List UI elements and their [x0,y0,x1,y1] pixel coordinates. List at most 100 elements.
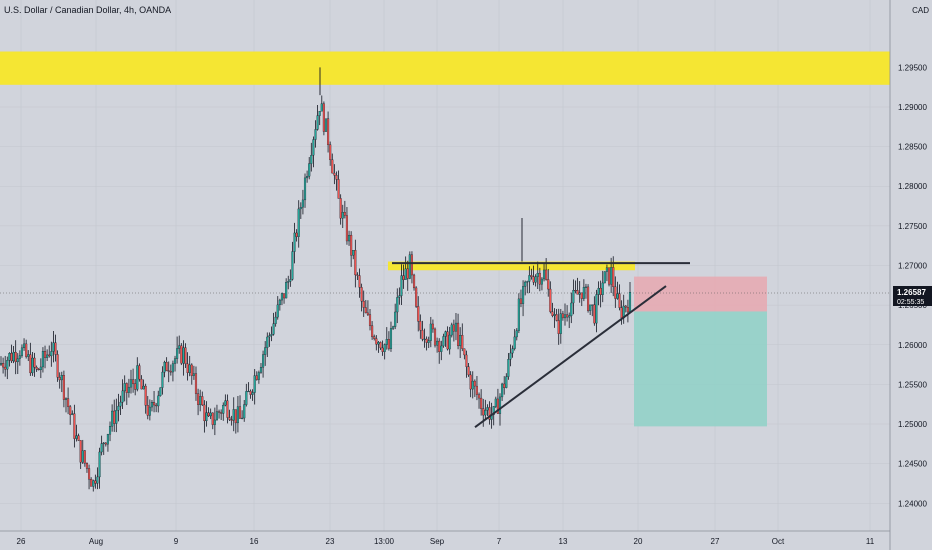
candle-body [297,208,300,237]
candle [366,300,369,317]
candle [528,266,531,294]
candle [377,341,380,353]
candle-body [295,232,298,237]
candle [278,298,281,311]
candle [293,222,296,264]
candle [626,299,629,323]
time-axis[interactable]: 26 Aug 9 16 23 13:00 Sep 7 13 20 27 Oct 11 [17,537,875,546]
candle [287,275,290,290]
price-tick-label: 1.26000 [898,341,927,350]
candle [140,375,143,390]
candle-body [545,269,548,280]
candle [515,328,518,341]
resistance-zone[interactable] [0,51,890,85]
candle-body [303,177,307,201]
candle-body [123,383,126,392]
candle-body [517,298,520,331]
candle [463,348,466,360]
candle [194,366,198,401]
candle-body [276,304,279,318]
candle-body [530,275,533,277]
candle [566,305,569,322]
candle-body [373,336,376,339]
candle-body [287,281,290,283]
candle-body [572,290,575,304]
candle-body [247,390,250,393]
take-profit-zone[interactable] [634,311,767,427]
candle-body [153,402,156,406]
drawing-lines[interactable] [392,262,690,428]
candle-body [39,366,42,371]
candle-body [599,287,602,295]
candle-body [171,363,174,373]
candle [394,303,397,330]
candle [582,279,585,302]
candle-body [345,215,348,242]
candle-body [264,347,267,355]
candle [115,398,118,433]
candle-body [404,268,407,280]
candle-body [243,404,246,419]
candle-body [180,345,183,364]
candle [448,326,451,355]
candle-body [547,279,550,290]
candle-body [54,342,57,355]
candle [467,363,470,377]
time-tick-label: Oct [772,537,785,546]
candle-body [417,306,420,322]
candle [73,404,76,448]
candle-body [161,371,164,388]
candle-body [331,159,334,174]
candle [605,264,608,282]
candle-body [285,282,288,299]
candle [320,95,323,112]
candle [477,392,481,409]
ascending-trendline[interactable] [474,285,667,428]
candle-body [176,348,179,359]
candle-body [58,377,61,381]
candle [526,280,529,294]
candle [56,350,59,382]
candle-body [381,347,384,352]
candle [230,415,233,426]
candle-body [113,410,116,424]
candle [186,352,189,381]
candle [150,400,154,412]
candle [75,424,78,442]
candle-body [106,434,109,445]
candle-body [515,330,518,338]
candle [184,343,187,368]
price-tag-countdown: 02:55:35 [897,299,924,306]
currency-label: CAD [912,6,929,15]
candle [39,358,42,379]
candle-body [454,322,458,332]
candle [616,281,619,300]
drawing-zones[interactable] [0,51,890,427]
candle [301,189,304,215]
candle [23,338,26,351]
candle [473,379,476,397]
candle-body [236,406,239,424]
candle [427,336,430,349]
candle [207,407,210,418]
candle-body [570,302,573,316]
mid-resistance-zone[interactable] [388,261,635,271]
candle [310,142,313,172]
candle-body [337,179,340,199]
candle-body [559,313,562,334]
candle [475,375,478,401]
candle-body [486,407,489,411]
candle [88,464,91,490]
candle [117,393,120,422]
candle-body [29,354,32,374]
candle [387,331,390,351]
candle-body [335,175,338,180]
candle [62,370,65,408]
candle [406,260,409,291]
price-tick-label: 1.29500 [898,63,927,72]
candle [568,312,571,329]
candle-body [368,314,372,326]
time-tick-label: 7 [497,537,502,546]
candle [438,338,441,364]
